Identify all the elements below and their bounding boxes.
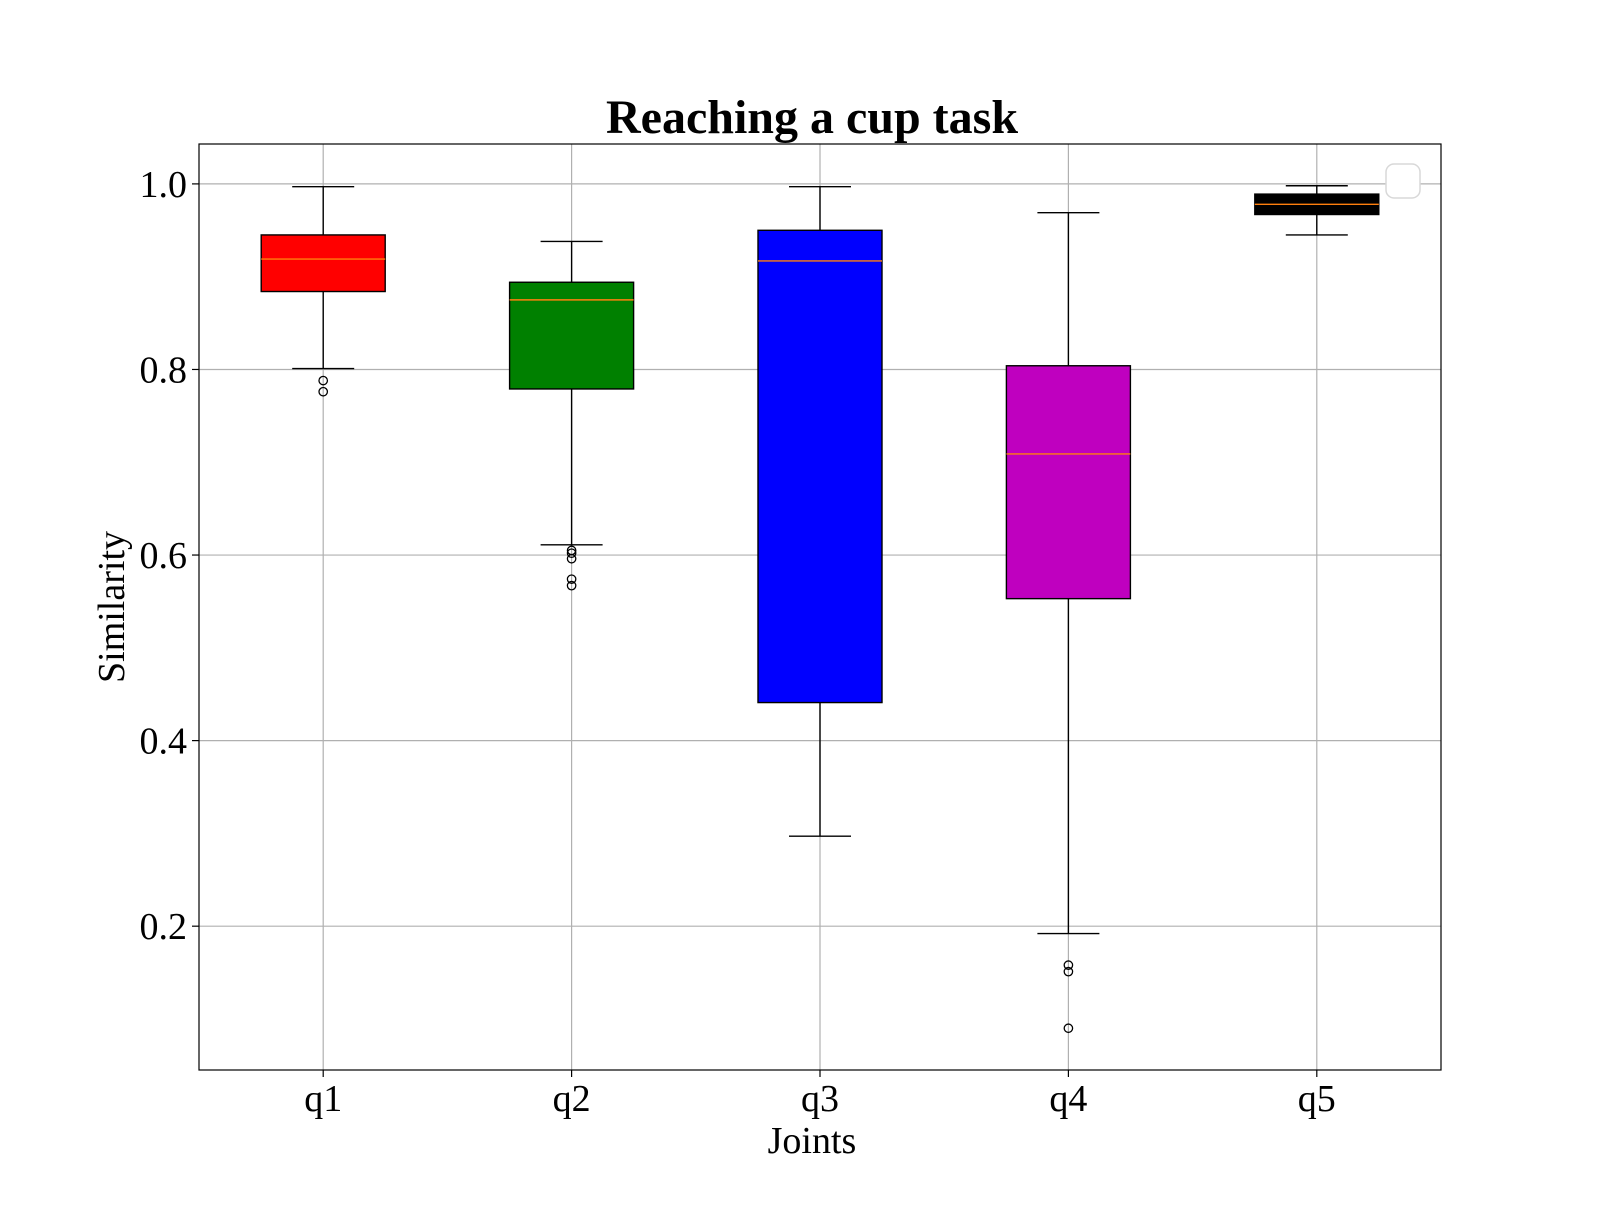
y-tick-label-0.6: 0.6 <box>140 535 188 577</box>
box-group-q5 <box>1254 185 1380 236</box>
box-group-q1 <box>260 185 386 397</box>
outlier-point-q1-1 <box>318 375 329 386</box>
tick-layer: 0.2 0.4 0.6 0.8 1.0 q1 q2 q3 q4 q5 <box>140 164 1336 1120</box>
y-axis-label: Similarity <box>91 531 133 683</box>
box-q1 <box>260 234 386 293</box>
outlier-point-q1-2 <box>318 386 329 397</box>
y-tick-label-1.0: 1.0 <box>140 164 188 206</box>
box-q3 <box>757 229 883 704</box>
outlier-point-q2-4 <box>566 574 577 585</box>
box-q4 <box>1005 365 1132 600</box>
outlier-point-q4-1 <box>1063 960 1074 971</box>
x-tick-label-q5: q5 <box>1298 1078 1336 1120</box>
legend-box <box>1385 163 1421 199</box>
box-group-q2 <box>508 240 635 591</box>
y-tick-label-0.2: 0.2 <box>140 906 188 948</box>
x-tick-label-q3: q3 <box>801 1078 839 1120</box>
box-group-q4 <box>1005 211 1132 1034</box>
x-axis-label: Joints <box>768 1120 857 1162</box>
box-q2 <box>508 281 635 390</box>
box-group-q3 <box>757 185 883 837</box>
x-tick-label-q4: q4 <box>1049 1078 1087 1120</box>
box-layer <box>260 185 1380 1034</box>
x-tick-label-q1: q1 <box>304 1078 342 1120</box>
outlier-point-q4-3 <box>1063 1023 1074 1034</box>
y-tick-label-0.8: 0.8 <box>140 349 188 391</box>
x-tick-label-q2: q2 <box>553 1078 591 1120</box>
outlier-point-q4-2 <box>1063 966 1074 977</box>
y-tick-label-0.4: 0.4 <box>140 721 188 763</box>
outlier-point-q2-3 <box>566 553 577 564</box>
outlier-point-q2-5 <box>566 580 577 591</box>
outlier-point-q2-2 <box>566 548 577 559</box>
chart-title: Reaching a cup task <box>606 91 1018 144</box>
